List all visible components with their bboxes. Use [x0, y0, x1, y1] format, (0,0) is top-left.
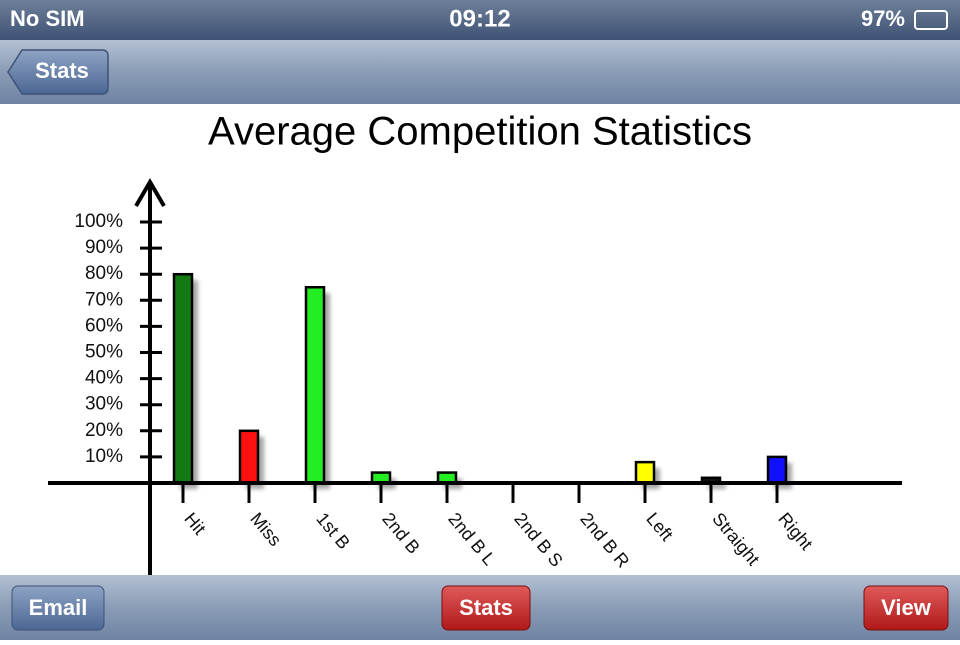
- email-button-label[interactable]: Email: [29, 595, 88, 620]
- y-tick-label: 100%: [74, 211, 123, 232]
- email-button[interactable]: [11, 585, 105, 631]
- y-tick-label: 30%: [85, 394, 123, 415]
- status-bar: [0, 0, 960, 40]
- y-axis-arrow: [134, 178, 166, 208]
- clock: 09:12: [449, 5, 510, 32]
- battery-level: 97%: [861, 6, 905, 31]
- view-button[interactable]: [863, 585, 949, 631]
- y-tick-label: 90%: [85, 237, 123, 258]
- y-tick-label: 20%: [85, 420, 123, 441]
- view-button-label[interactable]: View: [881, 595, 932, 620]
- bar: [766, 455, 788, 485]
- content: [0, 104, 960, 575]
- nav-bar: [0, 40, 960, 104]
- stats-button-label[interactable]: Stats: [459, 595, 513, 620]
- bar-shadow: [708, 483, 726, 489]
- back-button-label[interactable]: Stats: [35, 58, 89, 83]
- carrier: No SIM: [10, 6, 85, 31]
- y-tick-label: 50%: [85, 342, 123, 363]
- y-tick-label: 70%: [85, 289, 123, 310]
- bar: [238, 429, 260, 485]
- stats-button[interactable]: [441, 585, 531, 631]
- bar: [634, 460, 656, 485]
- y-tick-label: 80%: [85, 263, 123, 284]
- y-tick-label: 10%: [85, 446, 123, 467]
- y-tick-label: 40%: [85, 368, 123, 389]
- bar: [304, 286, 326, 485]
- y-tick-label: 60%: [85, 315, 123, 336]
- bar: [172, 272, 194, 485]
- back-button[interactable]: [7, 49, 109, 95]
- chart-title: Average Competition Statistics: [208, 110, 752, 154]
- battery-icon: [914, 10, 948, 30]
